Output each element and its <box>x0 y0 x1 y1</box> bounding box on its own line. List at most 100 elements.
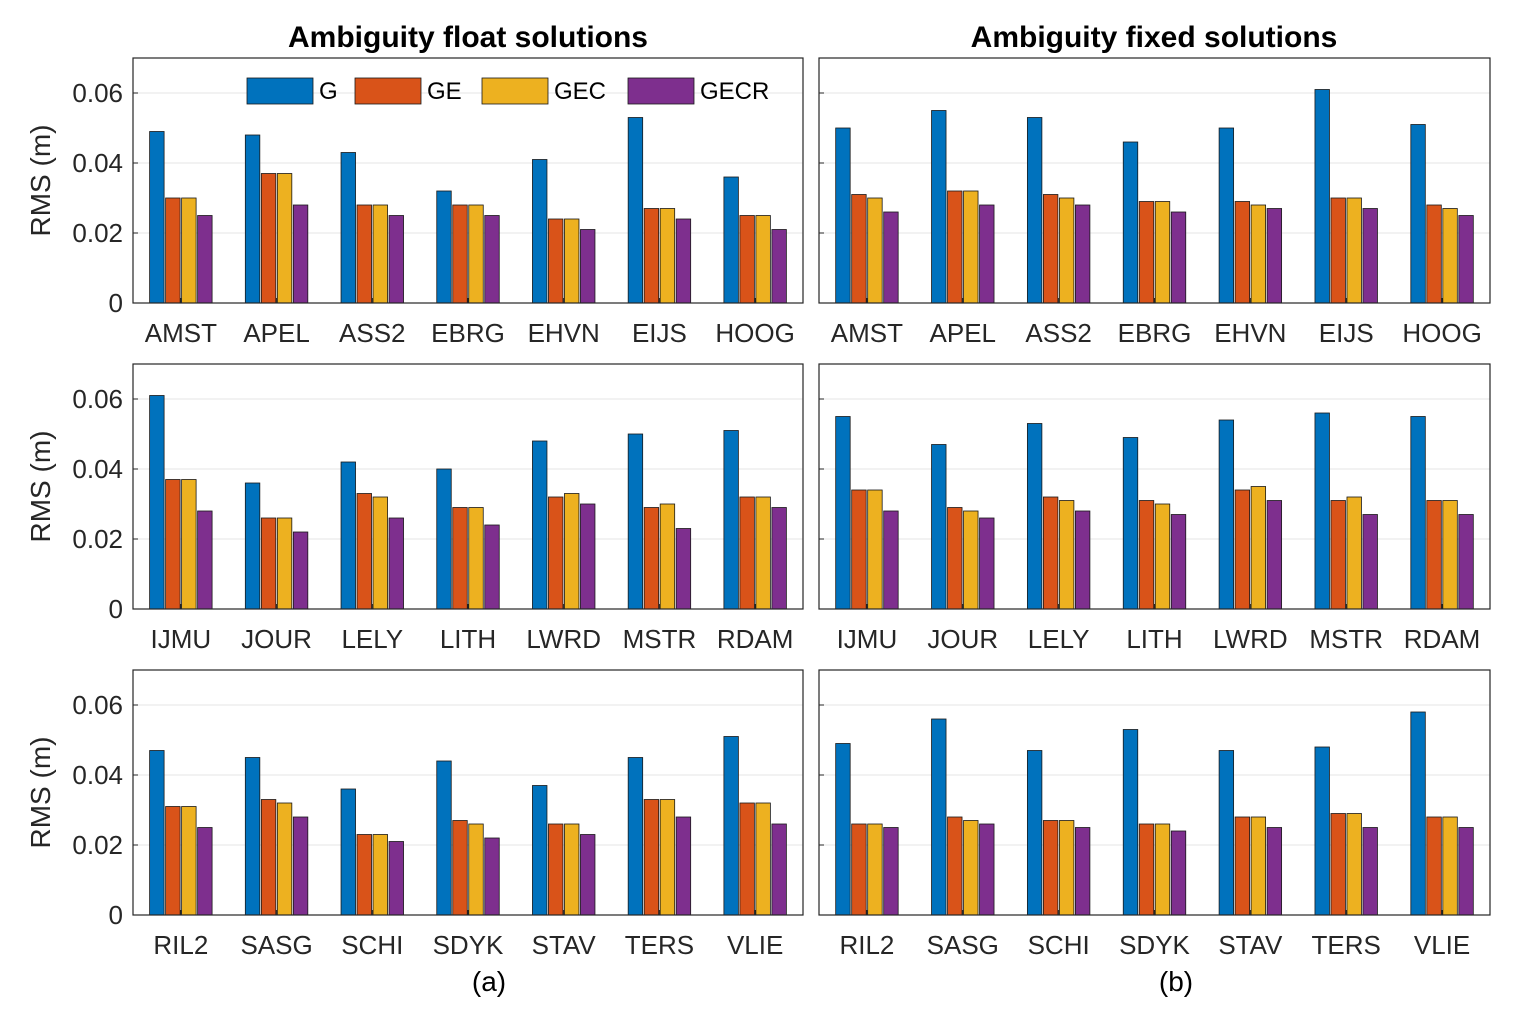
x-tick-label: ASS2 <box>339 318 406 348</box>
bar-ge-schi <box>356 834 372 916</box>
bar-gecr-ijmu <box>197 510 213 610</box>
bar-g-sasg <box>931 718 947 916</box>
bar-gec-amst <box>867 197 883 304</box>
y-axis-label: RMS (m) <box>25 737 56 849</box>
bar-gecr-sdyk <box>484 837 500 916</box>
bar-gecr-ters <box>675 816 692 916</box>
bar-ge-ehvn <box>548 218 564 304</box>
bar-g-sdyk <box>1122 729 1139 916</box>
bar-ge-lith <box>452 507 468 610</box>
bar-ge-stav <box>548 823 564 916</box>
bar-gec-stav <box>564 823 580 916</box>
bar-gec-ehvn <box>564 218 580 304</box>
legend-label-gec: GEC <box>554 78 606 105</box>
bar-gecr-lely <box>388 517 404 610</box>
x-tick-label: SCHI <box>1028 930 1090 960</box>
column-title-float: Ambiguity float solutions <box>288 21 648 54</box>
bar-ge-lwrd <box>1234 489 1251 610</box>
bar-gec-vlie <box>1442 816 1458 916</box>
x-tick-label: RIL2 <box>153 930 208 960</box>
y-tick-label: 0 <box>109 900 123 930</box>
legend-swatch-g <box>246 77 314 105</box>
x-tick-label: EHVN <box>1214 318 1286 348</box>
bar-g-amst <box>835 127 851 304</box>
x-tick-label: EBRG <box>431 318 505 348</box>
bar-g-ters <box>1314 746 1330 916</box>
x-tick-label: JOUR <box>241 624 312 654</box>
bar-gec-rdam <box>1442 500 1458 610</box>
y-tick-label: 0.04 <box>72 148 123 178</box>
y-tick-label: 0.02 <box>72 218 123 248</box>
y-tick-label: 0.02 <box>72 830 123 860</box>
bar-gec-rdam <box>755 496 771 610</box>
bar-ge-ijmu <box>165 479 181 610</box>
x-tick-label: EIJS <box>632 318 687 348</box>
legend-swatch-gecr <box>627 77 695 105</box>
bar-gec-apel <box>276 173 293 304</box>
bar-ge-ehvn <box>1234 201 1251 304</box>
x-tick-label: SDYK <box>1119 930 1190 960</box>
y-tick-label: 0.06 <box>72 78 123 108</box>
x-tick-label: HOOG <box>715 318 794 348</box>
x-tick-label: RDAM <box>1404 624 1481 654</box>
bar-gecr-schi <box>1074 827 1091 916</box>
bar-g-ijmu <box>149 395 165 610</box>
bar-ge-amst <box>851 194 867 304</box>
bar-gec-lely <box>372 496 388 610</box>
bar-gec-sdyk <box>1154 823 1171 916</box>
x-tick-label: MSTR <box>623 624 697 654</box>
x-tick-label: LELY <box>341 624 403 654</box>
bar-g-rdam <box>723 430 739 610</box>
legend: G GE GEC GECR <box>246 77 769 105</box>
bar-gec-eijs <box>1346 197 1362 304</box>
bar-g-mstr <box>627 433 644 610</box>
bar-g-stav <box>532 785 548 916</box>
x-tick-label: IJMU <box>837 624 898 654</box>
bar-gecr-lwrd <box>580 503 596 610</box>
bar-gecr-hoog <box>771 229 787 304</box>
plot-area <box>133 364 803 609</box>
bar-gec-jour <box>963 510 979 610</box>
bar-ge-sdyk <box>1138 823 1155 916</box>
bar-gecr-ass2 <box>388 215 404 304</box>
bar-gecr-sasg <box>979 823 995 916</box>
bar-gecr-ebrg <box>484 215 500 304</box>
bar-ge-eijs <box>1330 197 1346 304</box>
bar-gecr-mstr <box>675 528 692 610</box>
bar-ge-hoog <box>739 215 755 304</box>
x-tick-label: LELY <box>1028 624 1090 654</box>
bar-g-apel <box>244 134 261 304</box>
bar-g-lwrd <box>532 440 548 610</box>
x-tick-label: LITH <box>440 624 496 654</box>
bar-g-lwrd <box>1218 419 1235 610</box>
chart-panel-float-row2: IJMU JOUR LELY LITH LWRD MSTR RDAM 0 0.02 0.04 0.0… <box>25 363 804 654</box>
legend-label-g: G <box>319 78 338 105</box>
y-tick-label: 0 <box>109 288 123 318</box>
bar-gecr-mstr <box>1362 514 1378 610</box>
bar-gecr-amst <box>197 215 213 304</box>
bar-ge-ass2 <box>1042 194 1059 304</box>
bar-g-ebrg <box>1122 141 1139 304</box>
bar-ge-ril2 <box>851 823 867 916</box>
plot-area <box>819 364 1490 609</box>
bar-g-apel <box>931 110 947 304</box>
bar-gecr-sdyk <box>1170 830 1187 916</box>
x-tick-label: TERS <box>625 930 694 960</box>
bar-gecr-apel <box>292 204 309 304</box>
bar-gec-mstr <box>1346 496 1362 610</box>
bar-g-amst <box>149 131 165 304</box>
x-tick-label: RDAM <box>717 624 794 654</box>
bar-g-stav <box>1218 750 1235 916</box>
bar-g-ehvn <box>1218 127 1235 304</box>
bar-gec-ters <box>659 799 676 916</box>
bar-ge-sdyk <box>452 820 468 916</box>
bar-gecr-ters <box>1362 827 1378 916</box>
bar-gec-lwrd <box>1250 486 1267 610</box>
bar-gec-ass2 <box>372 204 388 304</box>
bar-ge-jour <box>947 507 963 610</box>
bar-gec-sasg <box>963 820 979 916</box>
x-tick-label: STAV <box>1218 930 1283 960</box>
x-tick-label: LWRD <box>1213 624 1288 654</box>
bar-gecr-jour <box>979 517 995 610</box>
x-tick-label: EBRG <box>1118 318 1192 348</box>
